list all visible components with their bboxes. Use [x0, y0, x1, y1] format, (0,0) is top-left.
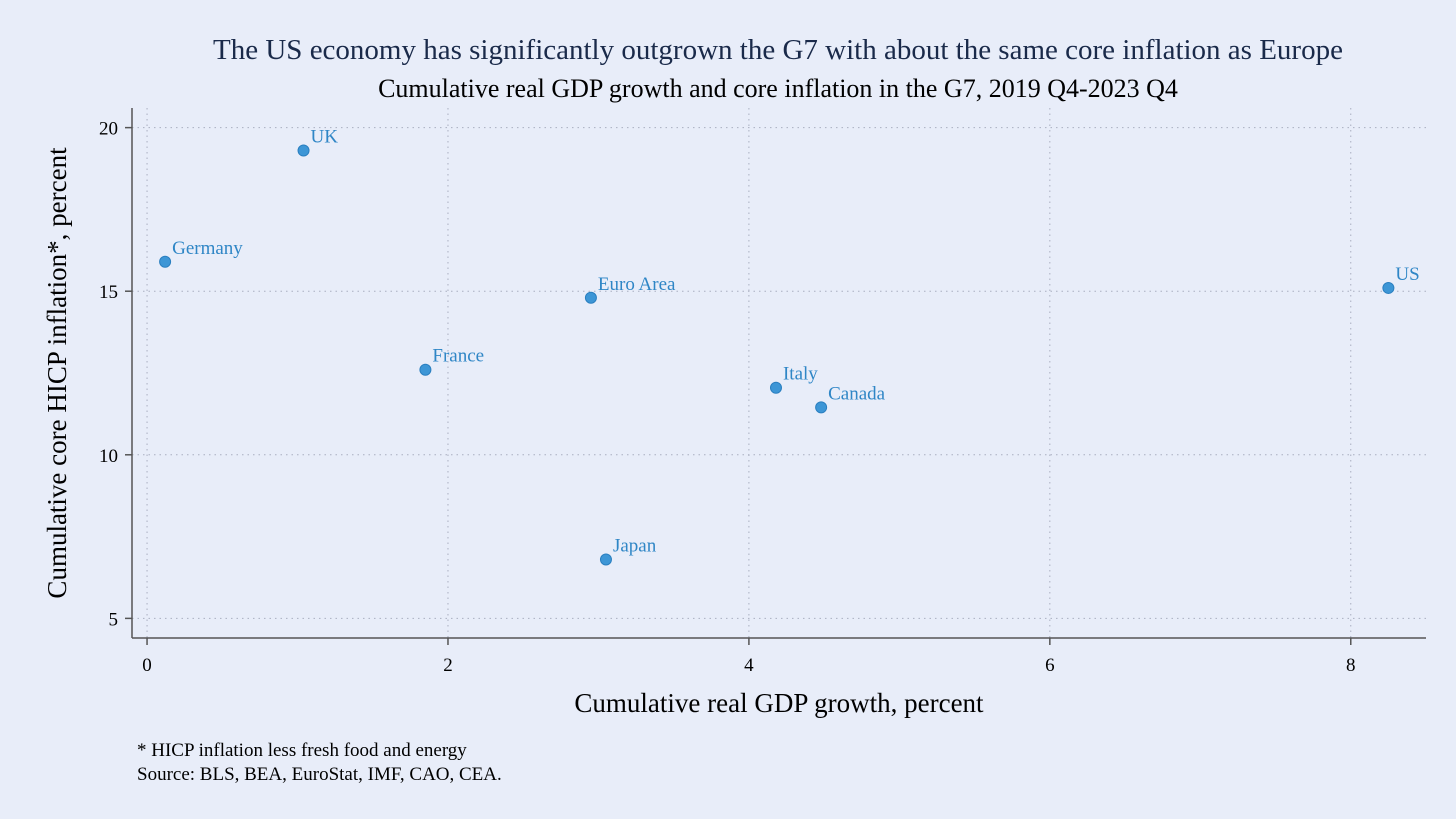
- point-label: UK: [311, 127, 339, 148]
- data-point: [297, 144, 310, 157]
- source-note: Source: BLS, BEA, EuroStat, IMF, CAO, CE…: [137, 764, 502, 785]
- footnote: * HICP inflation less fresh food and ene…: [137, 740, 467, 761]
- point-label: Euro Area: [598, 274, 676, 295]
- point-label: France: [432, 346, 484, 367]
- y-tick-label: 15: [99, 282, 118, 303]
- data-point: [159, 255, 172, 268]
- y-tick-label: 20: [99, 119, 118, 140]
- chart-title: The US economy has significantly outgrow…: [213, 34, 1343, 66]
- x-tick-label: 2: [443, 655, 453, 676]
- x-axis-label: Cumulative real GDP growth, percent: [574, 688, 984, 718]
- point-label: Japan: [613, 535, 657, 556]
- gridlines: [132, 108, 1426, 638]
- data-point: [815, 401, 828, 414]
- y-axis-label: Cumulative core HICP inflation*, percent: [42, 147, 72, 599]
- chart-subtitle: Cumulative real GDP growth and core infl…: [378, 74, 1178, 103]
- x-tick-label: 4: [744, 655, 754, 676]
- data-point: [599, 553, 612, 566]
- x-tick-label: 0: [142, 655, 152, 676]
- x-tick-label: 6: [1045, 655, 1055, 676]
- point-label: US: [1395, 264, 1419, 285]
- data-points: UK Germany Euro Area US France Italy Canada Jap…: [159, 127, 1420, 566]
- point-label: Germany: [172, 238, 243, 259]
- data-point: [584, 291, 597, 304]
- axes: 0 2 4 6 8 5 10 15 20: [99, 108, 1426, 676]
- x-tick-label: 8: [1346, 655, 1356, 676]
- y-tick-label: 10: [99, 446, 118, 467]
- point-label: Canada: [828, 383, 886, 404]
- y-tick-label: 5: [109, 609, 119, 630]
- data-point: [419, 363, 432, 376]
- data-point: [769, 381, 782, 394]
- point-label: Italy: [783, 364, 818, 385]
- data-point: [1382, 281, 1395, 294]
